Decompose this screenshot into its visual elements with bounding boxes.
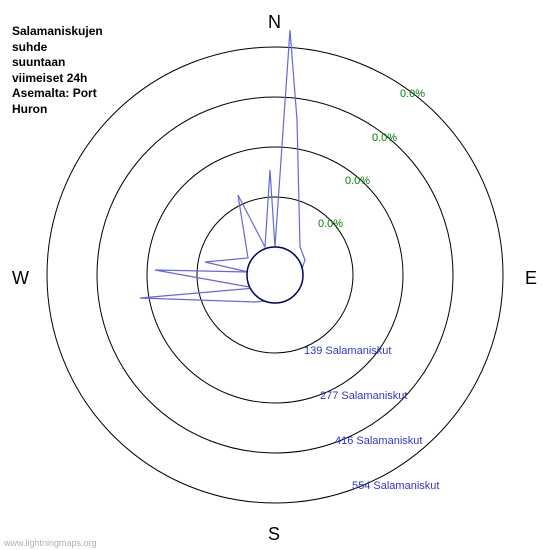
chart-container: Salamaniskujen suhde suuntaan viimeiset … [0,0,550,550]
green-label-2: 0.0% [345,175,370,187]
green-label-1: 0.0% [372,132,397,144]
chart-title: Salamaniskujen suhde suuntaan viimeiset … [12,24,103,118]
green-label-3: 0.0% [318,218,343,230]
blue-label-0: 139 Salamaniskut [304,345,391,357]
attribution-text: www.lightningmaps.org [4,538,97,548]
cardinal-n: N [268,12,281,33]
blue-label-2: 416 Salamaniskut [335,435,422,447]
blue-label-1: 277 Salamaniskut [320,390,407,402]
cardinal-w: W [12,268,29,289]
cardinal-e: E [525,268,537,289]
inner-circle [247,247,303,303]
blue-label-3: 554 Salamaniskut [352,480,439,492]
green-label-0: 0.0% [400,88,425,100]
cardinal-s: S [268,524,280,545]
